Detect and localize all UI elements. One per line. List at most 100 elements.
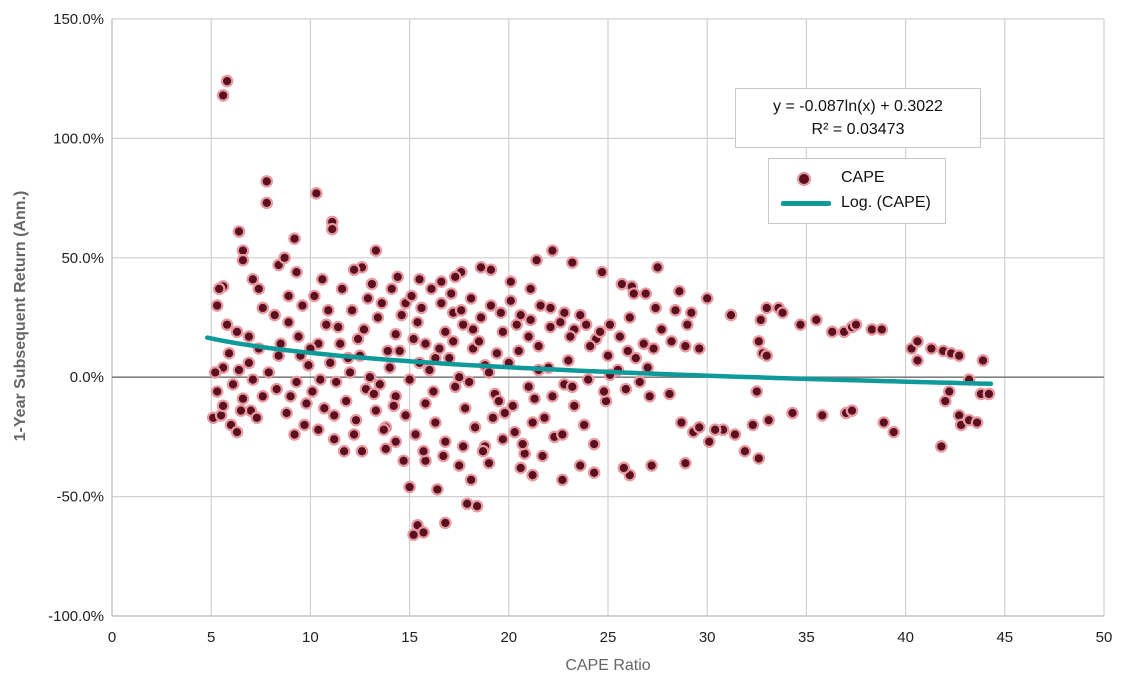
data-point xyxy=(760,349,774,363)
data-point xyxy=(942,385,956,398)
data-point xyxy=(389,435,403,448)
data-point xyxy=(339,394,353,408)
data-point xyxy=(619,382,633,396)
data-point xyxy=(516,437,529,451)
data-point xyxy=(621,344,635,358)
data-point xyxy=(347,263,361,277)
data-point xyxy=(935,440,948,453)
data-point xyxy=(815,409,829,422)
data-point xyxy=(316,272,329,286)
data-point xyxy=(675,416,688,429)
data-point xyxy=(437,449,450,463)
data-point xyxy=(665,335,678,348)
data-point xyxy=(395,308,408,322)
data-point xyxy=(427,385,440,398)
data-point xyxy=(329,375,343,389)
data-point xyxy=(242,356,256,370)
data-point xyxy=(369,244,383,257)
data-point xyxy=(230,325,244,339)
data-point xyxy=(524,313,537,327)
data-point xyxy=(284,390,297,403)
data-point xyxy=(278,251,291,265)
data-point xyxy=(439,325,452,339)
data-point xyxy=(405,289,418,303)
data-point xyxy=(210,385,224,398)
data-point xyxy=(877,416,891,429)
data-point xyxy=(417,444,430,458)
data-point xyxy=(752,335,766,348)
y-tick-label: 0.0% xyxy=(70,369,104,386)
data-point xyxy=(629,351,643,365)
data-point xyxy=(492,394,506,408)
data-point xyxy=(282,315,295,329)
data-point xyxy=(474,311,488,324)
legend-item-cape: CAPE xyxy=(769,166,885,190)
data-point xyxy=(321,304,335,317)
data-point xyxy=(222,347,236,360)
data-point xyxy=(371,311,385,324)
data-point xyxy=(464,473,478,487)
data-point xyxy=(468,421,482,434)
data-point xyxy=(383,361,397,374)
data-point xyxy=(377,423,391,437)
data-point xyxy=(234,404,248,417)
data-point xyxy=(565,256,579,269)
data-point xyxy=(760,301,774,315)
x-axis-title: CAPE Ratio xyxy=(565,657,650,674)
data-point xyxy=(512,344,526,358)
data-point xyxy=(331,320,345,334)
data-point xyxy=(472,335,486,348)
data-point xyxy=(242,330,256,343)
data-point xyxy=(875,323,889,336)
data-point xyxy=(663,387,676,401)
data-point xyxy=(462,375,476,389)
data-point xyxy=(538,411,551,425)
x-tick-label: 30 xyxy=(699,629,716,646)
data-point xyxy=(454,304,468,317)
data-point xyxy=(296,299,309,312)
data-point xyxy=(573,459,587,472)
data-point xyxy=(794,318,807,331)
data-point xyxy=(583,339,597,353)
y-tick-label: 100.0% xyxy=(53,130,104,147)
x-tick-label: 0 xyxy=(108,629,116,646)
data-point xyxy=(325,222,339,236)
data-point xyxy=(573,308,587,322)
data-point xyxy=(647,342,660,355)
data-point xyxy=(752,452,766,465)
data-point xyxy=(470,499,484,513)
data-point xyxy=(280,406,293,420)
data-point xyxy=(595,265,609,279)
data-point xyxy=(345,304,359,317)
data-point xyxy=(514,461,528,475)
data-point xyxy=(300,397,313,410)
data-point xyxy=(355,444,369,458)
data-point xyxy=(216,89,230,102)
data-point xyxy=(365,277,379,291)
data-point xyxy=(587,437,601,451)
data-point xyxy=(639,287,652,300)
data-point xyxy=(460,497,474,511)
data-point xyxy=(212,282,226,296)
data-point xyxy=(262,366,276,379)
scatter-marker-icon xyxy=(769,168,841,188)
data-point xyxy=(439,435,452,448)
data-point xyxy=(581,373,595,386)
data-point xyxy=(220,74,234,88)
data-point xyxy=(623,311,637,324)
data-point xyxy=(524,282,537,296)
data-point xyxy=(776,306,789,320)
data-point xyxy=(925,342,938,355)
data-point xyxy=(486,411,500,425)
data-point xyxy=(544,301,557,315)
data-point xyxy=(597,385,611,398)
data-point xyxy=(458,401,472,415)
data-point xyxy=(685,306,698,320)
data-point xyxy=(514,308,528,322)
data-point xyxy=(310,187,323,200)
data-point xyxy=(530,253,543,267)
data-point xyxy=(645,459,658,472)
data-point xyxy=(724,308,738,322)
data-point xyxy=(452,370,466,384)
